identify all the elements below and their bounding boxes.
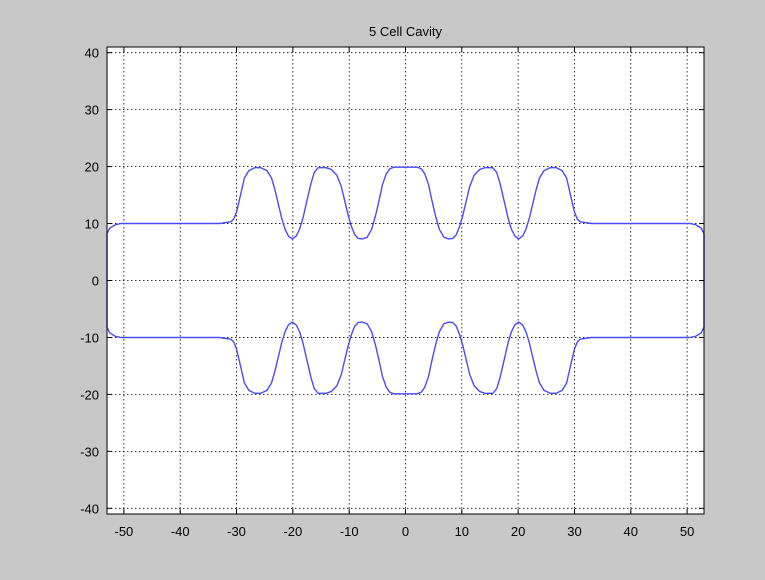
x-tick-label: 50 — [680, 524, 694, 539]
y-tick-label: 40 — [85, 46, 99, 61]
x-tick-label: 10 — [455, 524, 469, 539]
y-tick-label: 30 — [85, 103, 99, 118]
chart-title: 5 Cell Cavity — [369, 24, 442, 39]
x-tick-label: -30 — [227, 524, 246, 539]
y-tick-label: -10 — [80, 330, 99, 345]
y-tick-label: -40 — [80, 501, 99, 516]
x-tick-label: -50 — [114, 524, 133, 539]
x-tick-label: 20 — [511, 524, 525, 539]
tick-marks — [107, 47, 704, 514]
y-tick-label: 10 — [85, 217, 99, 232]
x-tick-label: -40 — [171, 524, 190, 539]
x-tick-label: 30 — [567, 524, 581, 539]
x-tick-label: 0 — [402, 524, 409, 539]
y-tick-label: -30 — [80, 444, 99, 459]
y-tick-label: 0 — [92, 274, 99, 289]
x-tick-labels: -50 -40 -30 -20 -10 0 10 20 30 40 50 — [114, 524, 694, 539]
y-tick-label: -20 — [80, 387, 99, 402]
x-tick-label: 40 — [624, 524, 638, 539]
y-tick-label: 20 — [85, 160, 99, 175]
x-tick-label: -10 — [340, 524, 359, 539]
grid-lines — [107, 47, 704, 514]
x-tick-label: -20 — [283, 524, 302, 539]
y-tick-labels: -40 -30 -20 -10 0 10 20 30 40 — [80, 46, 99, 517]
